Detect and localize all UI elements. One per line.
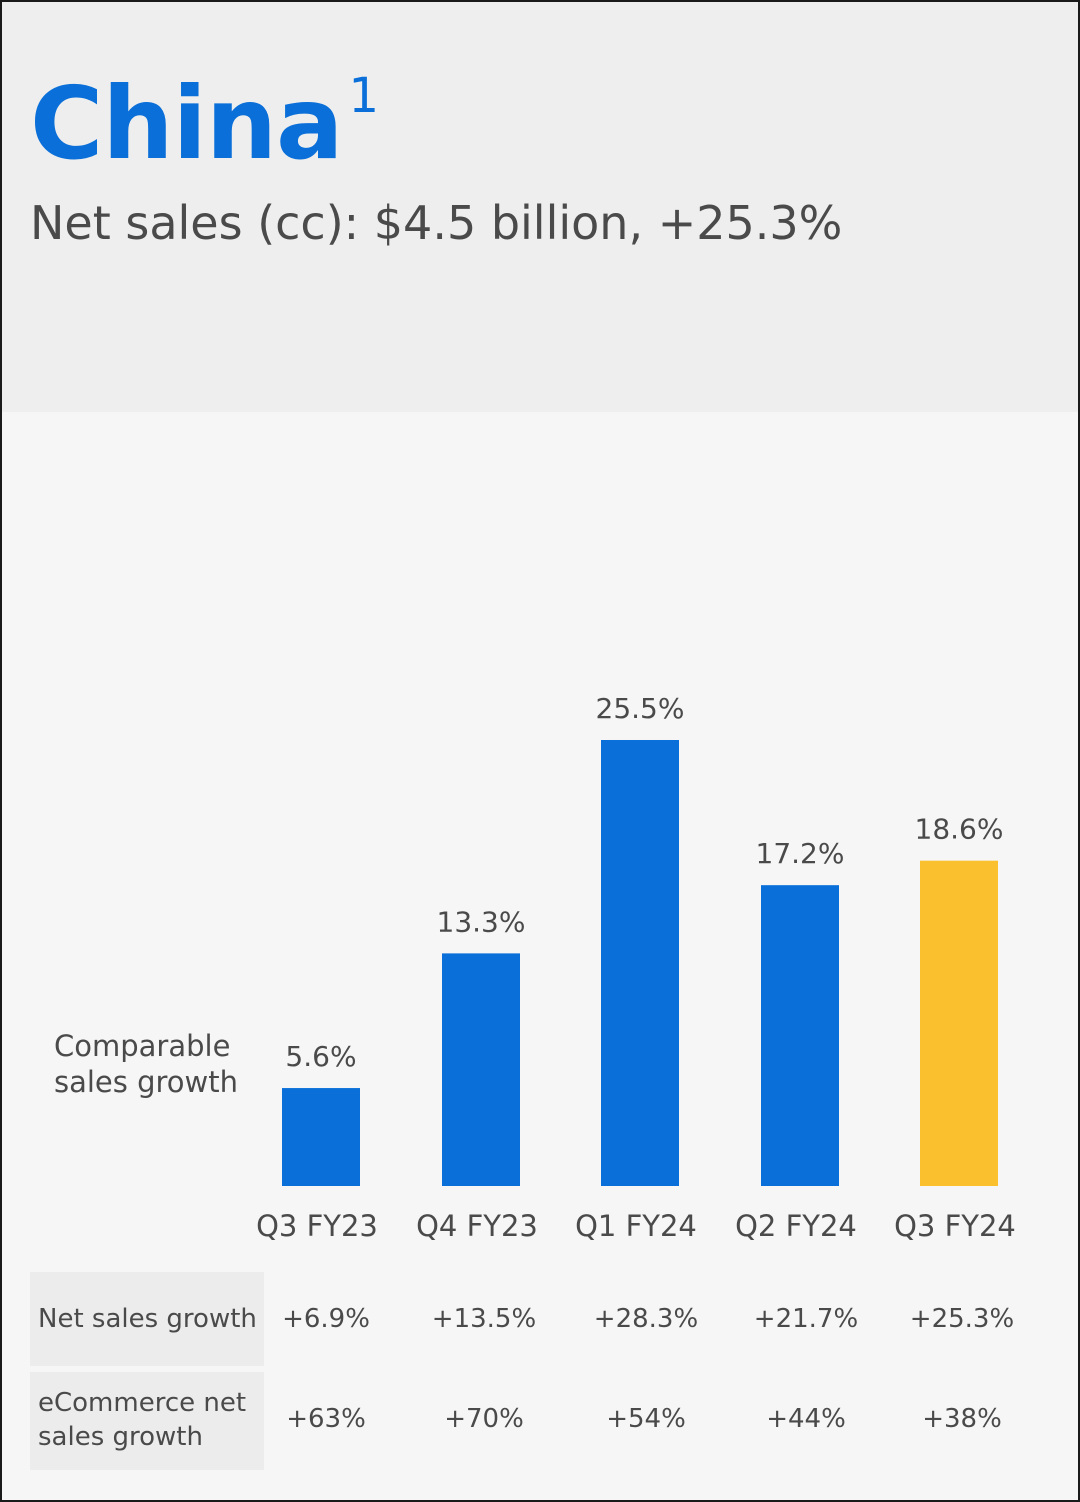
table-cell: +25.3% <box>909 1304 1015 1334</box>
row-label-line2: sales growth <box>38 1422 203 1452</box>
bar-data-label: 13.3% <box>437 905 526 938</box>
metric-label: Comparable sales growth <box>54 1028 238 1100</box>
page-subtitle: Net sales (cc): $4.5 billion, +25.3% <box>30 196 843 250</box>
bar-data-label: 25.5% <box>596 692 685 725</box>
table-cell: +21.7% <box>753 1304 859 1334</box>
category-label: Q4 FY23 <box>416 1209 538 1243</box>
metric-label-line1: Comparable <box>54 1029 231 1063</box>
bar-data-label: 18.6% <box>915 813 1004 846</box>
table-row-label-ecommerce: eCommerce net sales growth <box>30 1372 264 1470</box>
category-label: Q1 FY24 <box>575 1209 697 1243</box>
bar-q4-fy23 <box>442 953 520 1186</box>
table-cell: +63% <box>286 1404 366 1434</box>
page-title: China 1 <box>30 72 379 174</box>
title-text: China <box>30 65 344 182</box>
bar-q3-fy24 <box>920 860 998 1186</box>
row-label-line1: Net sales growth <box>38 1304 257 1334</box>
bar-q1-fy24 <box>601 740 679 1186</box>
table-cell: +70% <box>444 1404 524 1434</box>
category-label: Q2 FY24 <box>735 1209 857 1243</box>
bar-data-label: 17.2% <box>756 837 845 870</box>
bar-data-label: 5.6% <box>285 1040 356 1073</box>
bar-q3-fy23 <box>282 1088 360 1186</box>
table-cell: +6.9% <box>282 1304 370 1334</box>
header-panel <box>2 2 1078 412</box>
table-cell: +54% <box>606 1404 686 1434</box>
category-label: Q3 FY23 <box>256 1209 378 1243</box>
table-cell: +38% <box>922 1404 1002 1434</box>
table-cell: +13.5% <box>431 1304 537 1334</box>
category-label: Q3 FY24 <box>894 1209 1016 1243</box>
table-cell: +44% <box>766 1404 846 1434</box>
bar-q2-fy24 <box>761 885 839 1186</box>
table-row-label-net-sales: Net sales growth <box>30 1272 264 1366</box>
metric-label-line2: sales growth <box>54 1065 239 1099</box>
row-label-line1: eCommerce net <box>38 1388 247 1418</box>
title-footnote: 1 <box>348 68 380 124</box>
table-cell: +28.3% <box>593 1304 699 1334</box>
